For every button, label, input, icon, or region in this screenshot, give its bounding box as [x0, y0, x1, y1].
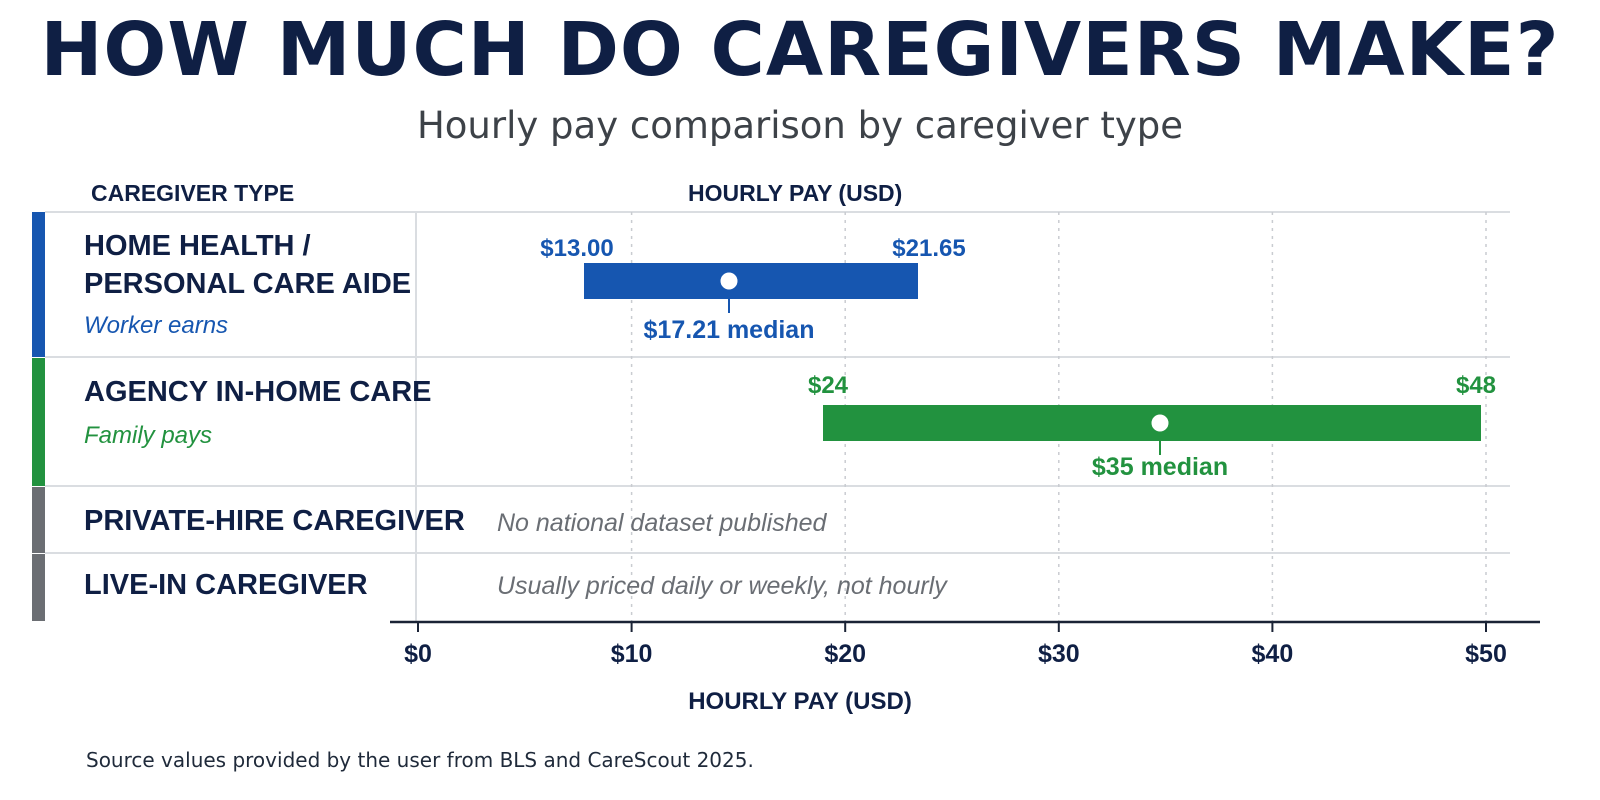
x-tick-label: $30: [1038, 640, 1080, 668]
row-title-home-health: HOME HEALTH / PERSONAL CARE AIDE: [84, 228, 411, 303]
row-accent-agency: [32, 358, 45, 486]
column-header-type: CAREGIVER TYPE: [91, 180, 295, 206]
page-subtitle: Hourly pay comparison by caregiver type: [416, 104, 1184, 147]
range-low-label: $24: [808, 372, 849, 399]
range-high-label: $21.65: [892, 235, 965, 262]
row-subtitle-home-health: Worker earns: [84, 312, 229, 339]
row-accent-live-in: [32, 554, 45, 621]
row-accent-private-hire: [32, 487, 45, 553]
row-title-line: HOME HEALTH /: [84, 230, 311, 262]
median-label: $17.21 median: [644, 316, 815, 344]
source-note: Source values provided by the user from …: [86, 748, 754, 772]
row-title-live-in: LIVE-IN CAREGIVER: [84, 569, 368, 601]
row-title-agency: AGENCY IN-HOME CARE: [84, 376, 432, 408]
column-header-pay: HOURLY PAY (USD): [688, 180, 903, 206]
median-label: $35 median: [1092, 453, 1228, 481]
x-tick-label: $40: [1252, 640, 1294, 668]
x-tick-label: $20: [824, 640, 866, 668]
row-accent-home-health: [32, 212, 45, 357]
row-note-live-in: Usually priced daily or weekly, not hour…: [497, 572, 947, 600]
range-bar: [584, 263, 918, 299]
row-subtitle-agency: Family pays: [84, 422, 213, 449]
x-tick-label: $10: [611, 640, 653, 668]
x-axis-title: HOURLY PAY (USD): [688, 688, 912, 715]
range-high-label: $48: [1456, 372, 1496, 399]
page-title: HOW MUCH DO CAREGIVERS MAKE?: [40, 7, 1560, 93]
median-marker: [1148, 411, 1172, 435]
median-marker: [717, 269, 741, 293]
row-title-private-hire: PRIVATE-HIRE CAREGIVER: [84, 505, 465, 537]
row-title-line: PERSONAL CARE AIDE: [84, 267, 412, 300]
range-low-label: $13.00: [540, 235, 613, 262]
x-tick-label: $0: [404, 640, 432, 668]
x-tick-label: $50: [1465, 640, 1507, 668]
row-note-private-hire: No national dataset published: [497, 509, 827, 537]
